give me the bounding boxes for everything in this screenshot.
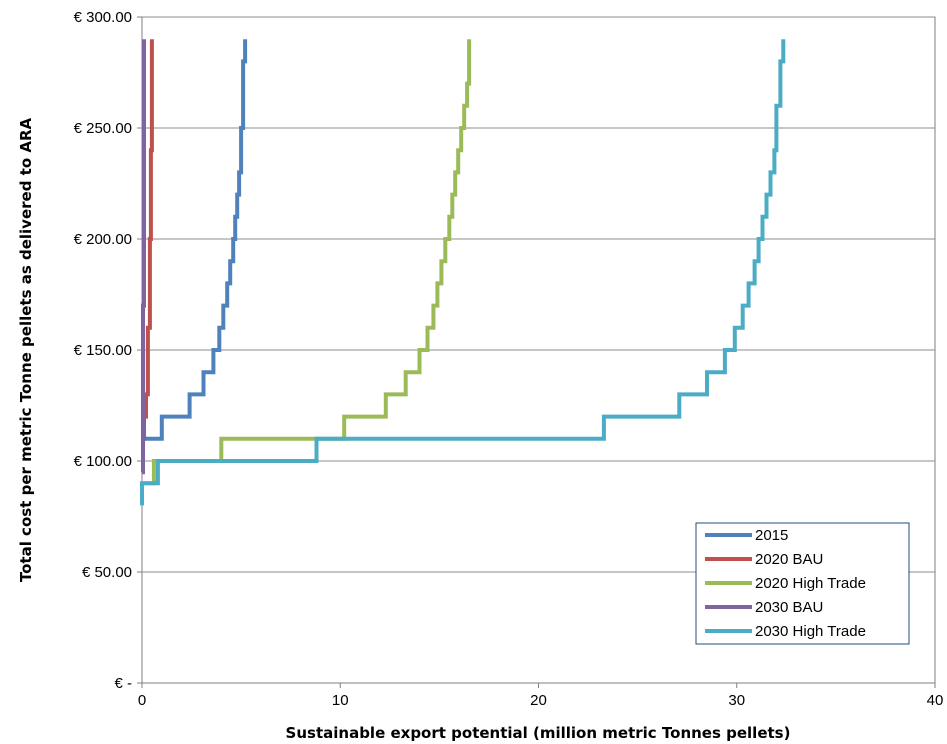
x-tick-label: 10 — [332, 692, 349, 709]
series-line-2030-high-trade — [140, 39, 786, 506]
y-axis-ticks: € - € 50.00 € 100.00 € 150.00 € 200.00 € 250.… — [74, 9, 142, 692]
y-tick-label: € 50.00 — [82, 564, 132, 581]
legend-label-2020-bau: 2020 BAU — [755, 551, 823, 568]
y-tick-label: € 100.00 — [74, 453, 132, 470]
y-tick-label: € 200.00 — [74, 231, 132, 248]
y-tick-label: € 250.00 — [74, 120, 132, 137]
legend: 2015 2020 BAU 2020 High Trade 2030 BAU 2030 … — [695, 522, 910, 645]
x-tick-label: 30 — [728, 692, 745, 709]
y-tick-label: € 150.00 — [74, 342, 132, 359]
series-line-2030-bau — [141, 39, 146, 475]
series-lines — [140, 39, 786, 506]
y-tick-label: € 300.00 — [74, 9, 132, 26]
x-tick-label: 0 — [138, 692, 146, 709]
series-line-2020-high-trade — [142, 39, 472, 486]
x-axis-title: Sustainable export potential (million me… — [286, 724, 791, 742]
y-axis-title: Total cost per metric Tonne pellets as d… — [17, 117, 35, 582]
legend-label-2020-high-trade: 2020 High Trade — [755, 575, 866, 592]
y-tick-label: € - — [114, 675, 132, 692]
legend-label-2015: 2015 — [755, 527, 788, 544]
legend-box — [695, 522, 910, 645]
x-tick-label: 20 — [530, 692, 547, 709]
x-tick-label: 40 — [927, 692, 944, 709]
series-line-2015 — [142, 39, 248, 441]
x-axis-ticks: 0 10 20 30 40 — [138, 683, 944, 709]
legend-label-2030-high-trade: 2030 High Trade — [755, 623, 866, 640]
legend-label-2030-bau: 2030 BAU — [755, 599, 823, 616]
